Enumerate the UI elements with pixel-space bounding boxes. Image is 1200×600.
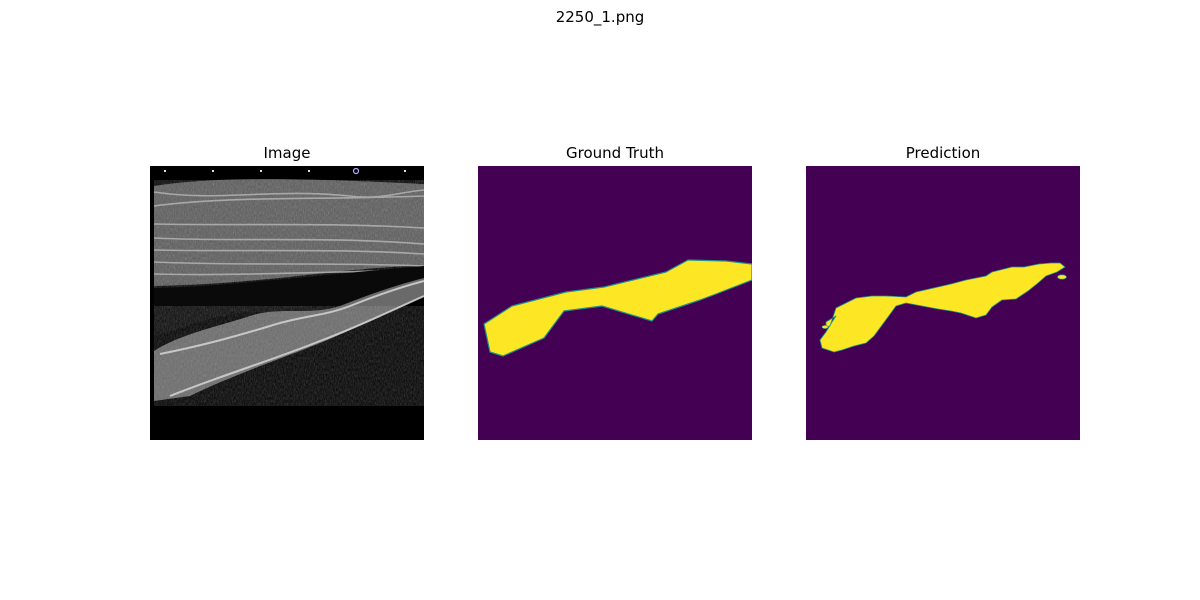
ultrasound-image — [150, 166, 424, 440]
panel-title-ground-truth: Ground Truth — [566, 144, 664, 162]
figure-suptitle: 2250_1.png — [555, 8, 645, 26]
panel-title-image: Image — [263, 144, 311, 162]
panel-prediction: Prediction — [806, 142, 1080, 440]
panel-ground-truth: Ground Truth — [478, 142, 752, 440]
ground-truth-mask — [478, 166, 752, 440]
prediction-mask — [806, 166, 1080, 440]
panel-title-prediction: Prediction — [905, 144, 981, 162]
panel-image: Image — [150, 142, 424, 440]
